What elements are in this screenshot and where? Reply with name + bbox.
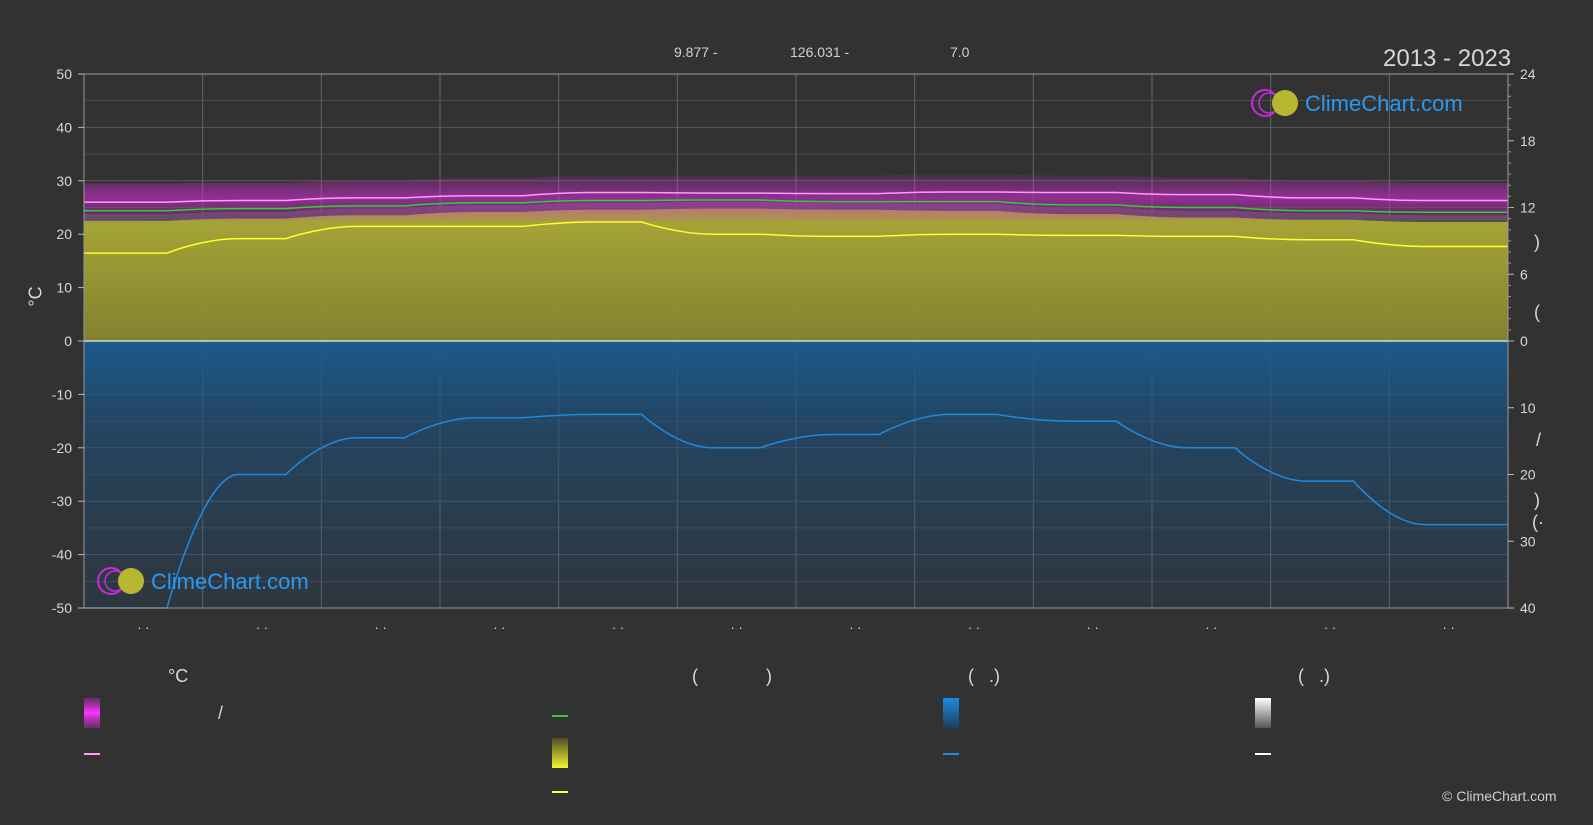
logo-sun-icon xyxy=(118,568,144,594)
x-tick-label: · · xyxy=(849,620,861,635)
legend-snow-swatch xyxy=(1255,698,1271,728)
right-lower-tick-label: 30 xyxy=(1520,533,1536,549)
right-upper-tick-label: 12 xyxy=(1520,200,1536,216)
period-title: 2013 - 2023 xyxy=(1383,45,1512,72)
left-tick-label: 30 xyxy=(56,173,72,189)
left-tick-label: -20 xyxy=(52,440,72,456)
x-tick-label: · · xyxy=(1087,620,1099,635)
right-lower-tick-label: 40 xyxy=(1520,600,1536,616)
elevation-text: 7.0 xyxy=(950,44,970,60)
sunshine-line xyxy=(84,221,1508,254)
x-tick-label: · · xyxy=(1443,620,1455,635)
longitude-text: 126.031 - xyxy=(790,44,850,60)
legend-head-snow: ( .) xyxy=(1298,666,1330,686)
legend-sunshine-swatch xyxy=(552,738,568,768)
x-tick-label: · · xyxy=(731,620,743,635)
left-tick-label: 40 xyxy=(56,119,72,135)
x-tick-label: · · xyxy=(1205,620,1217,635)
x-tick-label: · · xyxy=(256,620,268,635)
left-tick-label: 10 xyxy=(56,280,72,296)
logo-text: ClimeChart.com xyxy=(1305,91,1463,116)
x-tick-label: · · xyxy=(493,620,505,635)
left-tick-label: 0 xyxy=(64,333,72,349)
latitude-text: 9.877 - xyxy=(674,44,718,60)
legend-head-temperature: °C xyxy=(168,666,189,686)
copyright-text: © ClimeChart.com xyxy=(1442,788,1557,804)
legend-head-precipitation: ( .) xyxy=(968,666,1000,686)
precipitation-line xyxy=(84,413,1508,609)
logo-text: ClimeChart.com xyxy=(151,569,309,594)
mean-temp-line xyxy=(84,199,1508,214)
sunshine-band xyxy=(84,208,1508,341)
legend-temp-range-swatch xyxy=(84,698,100,728)
x-tick-label: · · xyxy=(375,620,387,635)
right-upper-axis-mark-b: ( xyxy=(1534,302,1540,322)
left-tick-label: -10 xyxy=(52,386,72,402)
logo-sun-icon xyxy=(1272,90,1298,116)
right-upper-tick-label: 0 xyxy=(1520,333,1528,349)
x-tick-label: · · xyxy=(137,620,149,635)
x-tick-label: · · xyxy=(968,620,980,635)
right-upper-tick-label: 24 xyxy=(1520,66,1536,82)
right-lower-axis-mark-c: (· xyxy=(1532,512,1544,532)
logo-top-right: ClimeChart.com xyxy=(1251,89,1463,117)
right-upper-axis-mark-a: ) xyxy=(1534,232,1540,252)
x-tick-label: · · xyxy=(1324,620,1336,635)
left-tick-label: 20 xyxy=(56,226,72,242)
legend-temperature-slash: / xyxy=(218,703,224,723)
left-axis-unit: °C xyxy=(25,286,46,307)
legend-precip-swatch xyxy=(943,698,959,728)
legend-head-sunshine-open: ( xyxy=(692,666,698,686)
right-lower-tick-label: 10 xyxy=(1520,400,1536,416)
right-lower-axis-mark-b: ) xyxy=(1534,490,1540,510)
right-lower-tick-label: 20 xyxy=(1520,467,1536,483)
x-tick-label: · · xyxy=(612,620,624,635)
right-upper-tick-label: 6 xyxy=(1520,266,1528,282)
logo-bottom-left: ClimeChart.com xyxy=(97,567,309,595)
temperature-band xyxy=(84,174,1508,221)
left-tick-label: -50 xyxy=(52,600,72,616)
max-temp-line xyxy=(84,191,1508,203)
left-tick-label: -30 xyxy=(52,493,72,509)
left-tick-label: 50 xyxy=(56,66,72,82)
right-upper-tick-label: 18 xyxy=(1520,133,1536,149)
right-lower-axis-mark-a: / xyxy=(1536,430,1542,450)
legend-head-sunshine-close: ) xyxy=(766,666,772,686)
left-tick-label: -40 xyxy=(52,547,72,563)
precipitation-band xyxy=(84,341,1508,608)
